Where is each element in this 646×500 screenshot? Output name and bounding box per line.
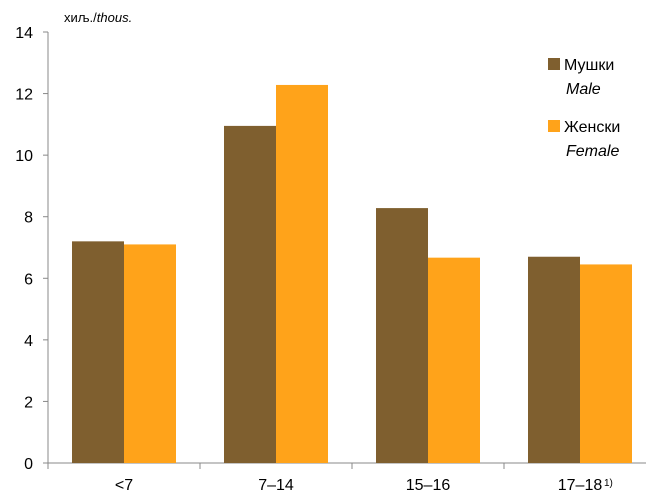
y-tick-label: 6 xyxy=(24,271,33,288)
y-tick-label: 14 xyxy=(15,25,33,42)
bar-female xyxy=(276,84,328,464)
y-tick-label: 8 xyxy=(24,210,33,227)
y-tick-label: 2 xyxy=(24,394,33,411)
legend-label: Мушки xyxy=(564,57,614,74)
y-tick-label: 0 xyxy=(24,456,33,473)
legend-label-en: Male xyxy=(566,81,601,98)
legend-swatch xyxy=(548,120,560,132)
bar-female xyxy=(428,257,480,463)
y-tick-label: 4 xyxy=(24,333,33,350)
bar-female xyxy=(580,264,632,463)
x-tick-label: 15–16 xyxy=(406,477,451,494)
legend-swatch xyxy=(548,58,560,70)
y-tick-label: 12 xyxy=(15,87,33,104)
x-tick-footnote: 1) xyxy=(604,478,613,489)
x-ticks: <7 7–14 15–16 17–18 1) xyxy=(47,463,613,494)
x-tick-label: 7–14 xyxy=(258,477,294,494)
y-unit-label: хиљ./thous. xyxy=(64,10,132,25)
bar-male xyxy=(72,241,124,463)
bar-male xyxy=(224,125,276,464)
unit-label-main: хиљ./ xyxy=(64,10,97,25)
bars xyxy=(72,84,632,464)
y-tick-label: 10 xyxy=(15,148,33,165)
x-tick-label: <7 xyxy=(115,477,133,494)
bar-male xyxy=(376,208,428,463)
legend: Мушки Male Женски Female xyxy=(548,57,620,160)
bar-male xyxy=(528,256,580,463)
legend-label-en: Female xyxy=(566,143,619,160)
x-tick-label: 17–18 xyxy=(558,477,603,494)
y-ticks: 0 2 4 6 8 10 12 14 xyxy=(15,25,48,473)
bar-female xyxy=(124,244,176,463)
unit-label-italic: thous. xyxy=(97,10,132,25)
legend-label: Женски xyxy=(564,119,620,136)
